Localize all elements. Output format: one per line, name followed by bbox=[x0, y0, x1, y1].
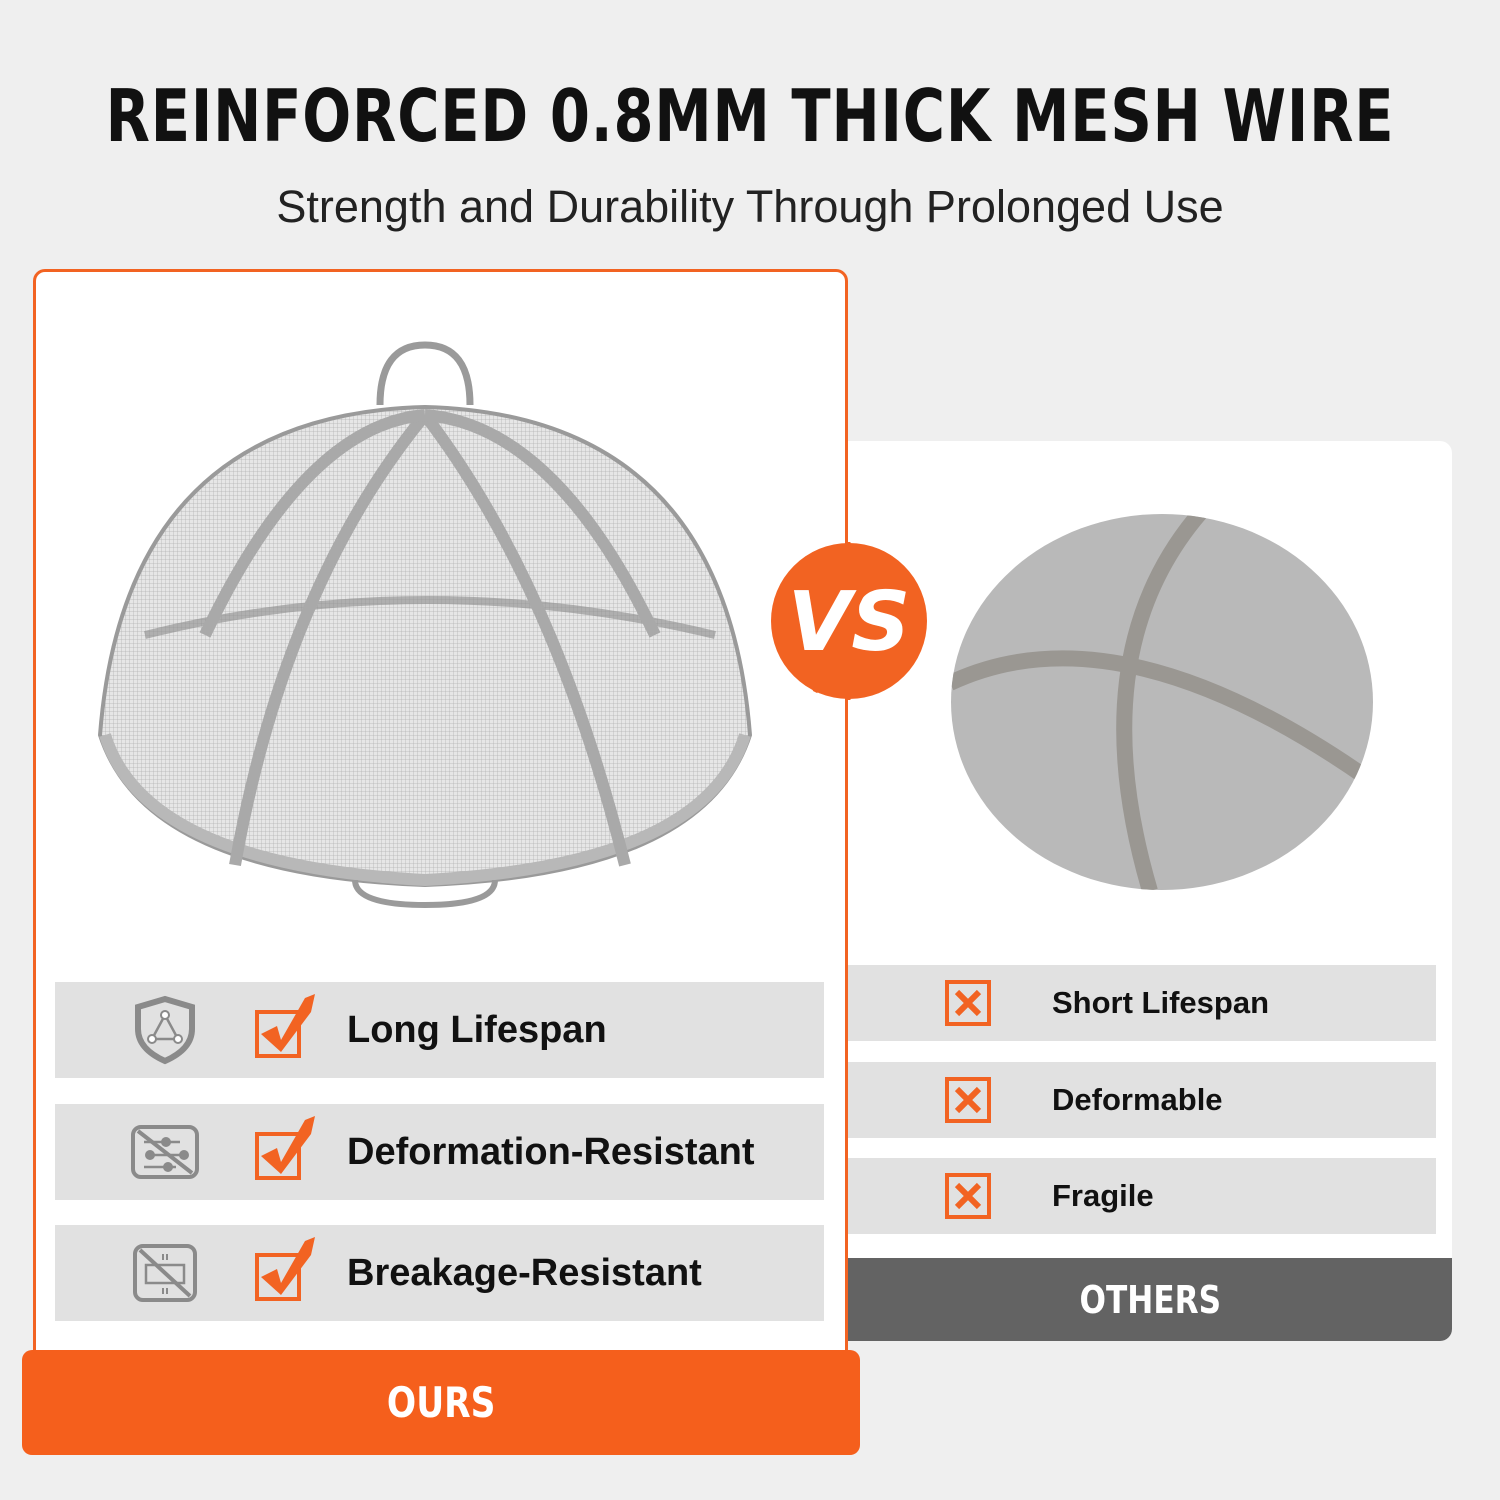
feature-label: Deformation-Resistant bbox=[347, 1131, 755, 1173]
feature-label: Fragile bbox=[1052, 1178, 1154, 1213]
feature-label: Breakage-Resistant bbox=[347, 1252, 702, 1294]
ours-feature-row: Long Lifespan bbox=[55, 982, 824, 1078]
shield-icon bbox=[135, 995, 195, 1065]
others-label: OTHERS bbox=[1079, 1277, 1221, 1322]
checkbox-checked-icon bbox=[255, 1116, 315, 1180]
checkbox-checked-icon bbox=[255, 994, 315, 1058]
ours-label: OURS bbox=[386, 1378, 496, 1427]
others-feature-row: Deformable bbox=[848, 1062, 1436, 1138]
others-feature-row: Short Lifespan bbox=[848, 965, 1436, 1041]
ours-feature-row: Breakage-Resistant bbox=[55, 1225, 824, 1321]
ours-product-image bbox=[97, 341, 753, 909]
no-breakage-icon bbox=[133, 1244, 197, 1302]
vs-badge: VS bbox=[771, 542, 927, 700]
ours-label-bar: OURS bbox=[22, 1350, 860, 1455]
page-subtitle: Strength and Durability Through Prolonge… bbox=[276, 181, 1224, 232]
x-box-icon bbox=[945, 1173, 991, 1219]
x-box-icon bbox=[945, 1077, 991, 1123]
others-label-bar: OTHERS bbox=[848, 1258, 1452, 1341]
others-product-image bbox=[951, 514, 1373, 890]
feature-label: Long Lifespan bbox=[347, 1009, 607, 1051]
x-box-icon bbox=[945, 980, 991, 1026]
feature-label: Deformable bbox=[1052, 1082, 1223, 1117]
no-deformation-icon bbox=[131, 1125, 199, 1179]
feature-label: Short Lifespan bbox=[1052, 985, 1270, 1020]
page-title: REINFORCED 0.8MM THICK MESH WIRE bbox=[105, 74, 1395, 158]
ours-feature-row: Deformation-Resistant bbox=[55, 1104, 824, 1200]
checkbox-checked-icon bbox=[255, 1237, 315, 1301]
others-feature-row: Fragile bbox=[848, 1158, 1436, 1234]
